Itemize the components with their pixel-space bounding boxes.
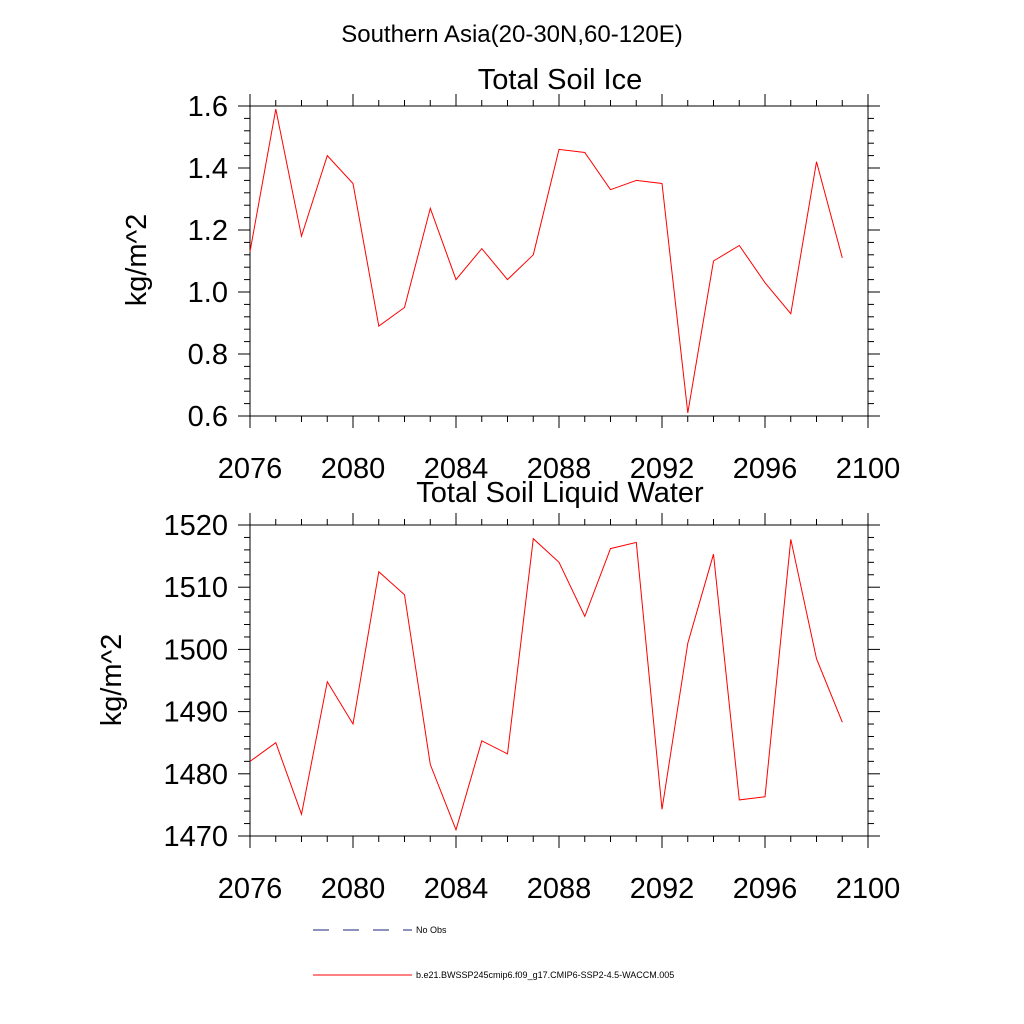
y-tick-label: 1470 [163, 821, 228, 853]
chart-title-soil-ice: Total Soil Ice [478, 64, 642, 96]
chart-panel-soil-ice: Total Soil Ice kg/m^2 2076 2080 2084 2088 20… [121, 64, 900, 485]
x-tick-label: 2084 [424, 453, 489, 485]
x-tick-label: 2100 [836, 453, 901, 485]
x-tick-label: 2076 [218, 453, 283, 485]
y-tick-label: 1480 [163, 759, 228, 791]
legend: No Obs b.e21.BWSSP245cmip6.f09_g17.CMIP6… [313, 925, 674, 980]
y-tick-label: 1.4 [188, 153, 228, 185]
x-tick-label: 2100 [836, 873, 901, 905]
y-tick-label: 0.8 [188, 339, 228, 371]
y-axis-label-soil-ice: kg/m^2 [121, 214, 153, 307]
x-tick-label: 2084 [424, 873, 489, 905]
legend-label-no-obs: No Obs [416, 925, 447, 935]
x-tick-label: 2076 [218, 873, 283, 905]
y-tick-label: 1.6 [188, 91, 228, 123]
x-tick-label: 2092 [630, 453, 695, 485]
legend-label-model: b.e21.BWSSP245cmip6.f09_g17.CMIP6-SSP2-4… [416, 970, 674, 980]
figure-title: Southern Asia(20-30N,60-120E) [341, 21, 683, 48]
plot-frame-soil-liquid-water [249, 524, 869, 837]
x-tick-label: 2096 [733, 453, 798, 485]
chart-title-soil-liquid-water: Total Soil Liquid Water [416, 477, 704, 509]
x-tick-label: 2096 [733, 873, 798, 905]
y-tick-label: 1.2 [188, 215, 228, 247]
x-tick-label: 2080 [321, 453, 386, 485]
x-tick-label: 2080 [321, 873, 386, 905]
plot-frame-soil-ice [249, 105, 869, 417]
x-tick-label: 2088 [527, 873, 592, 905]
y-axis-label-soil-liquid-water: kg/m^2 [96, 634, 128, 727]
y-tick-label: 1510 [163, 572, 228, 604]
y-tick-label: 0.6 [188, 401, 228, 433]
y-tick-label: 1.0 [188, 277, 228, 309]
y-tick-label: 1490 [163, 697, 228, 729]
series-line-soil-liquid-water [249, 537, 843, 832]
y-tick-label: 1500 [163, 634, 228, 666]
chart-panel-soil-liquid-water: Total Soil Liquid Water kg/m^2 2076 2080 2… [96, 477, 900, 905]
series-line-soil-ice [249, 109, 843, 413]
x-tick-label: 2088 [527, 453, 592, 485]
x-tick-label: 2092 [630, 873, 695, 905]
y-tick-label: 1520 [163, 510, 228, 542]
